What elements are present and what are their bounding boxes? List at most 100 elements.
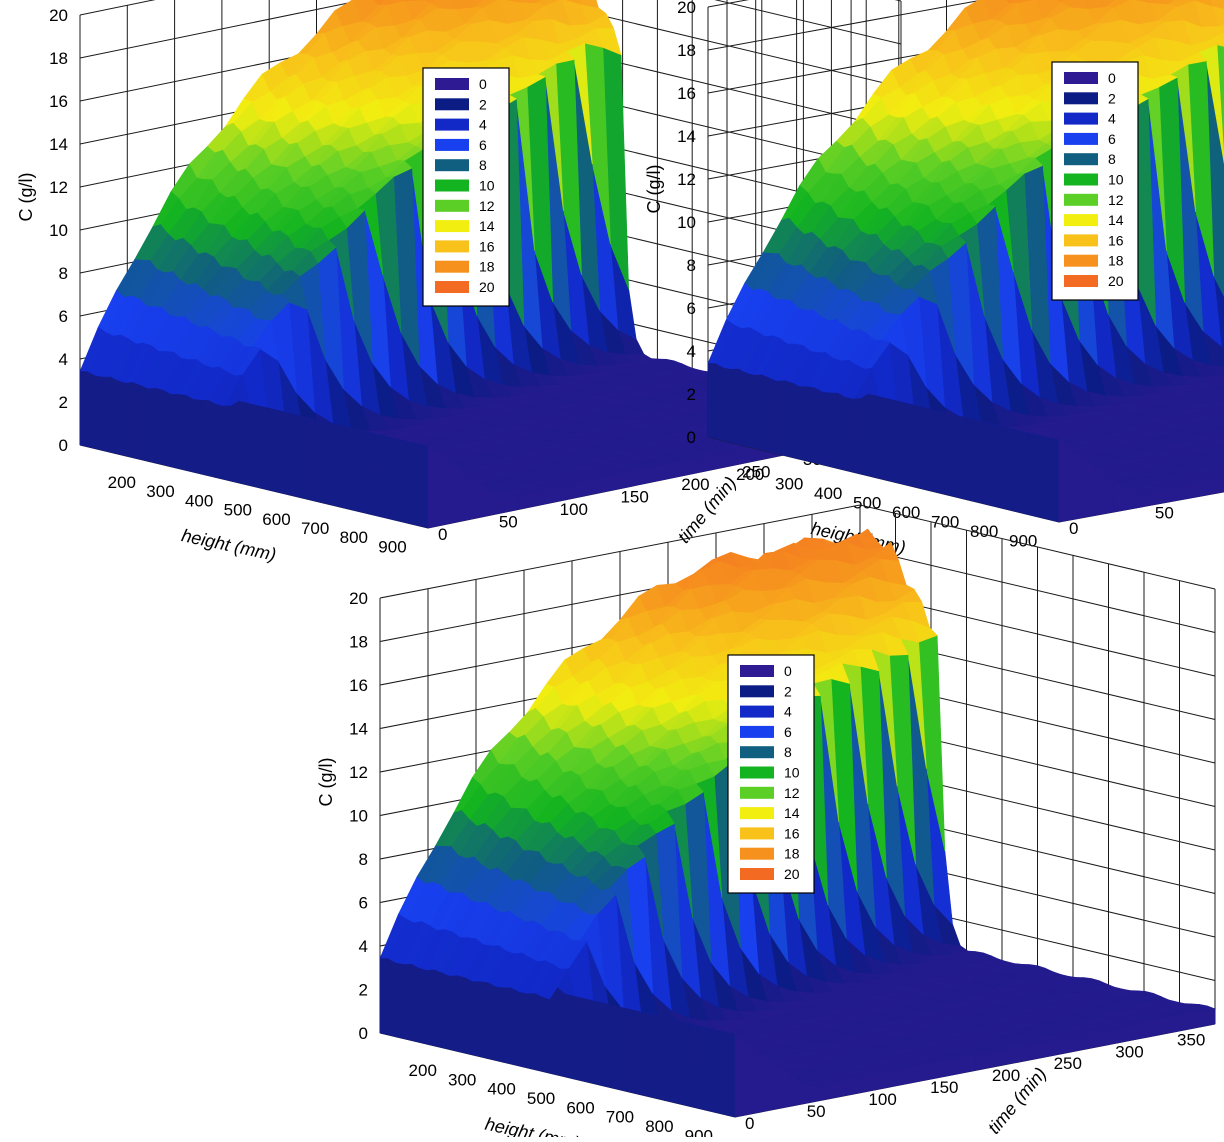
z-axis-label: C (g/l) (644, 165, 664, 214)
surface-skirt (696, 1025, 704, 1110)
legend-swatch (435, 139, 469, 151)
surface-skirt (683, 459, 701, 476)
legend-swatch (1064, 234, 1098, 246)
legend-label: 2 (1108, 90, 1116, 106)
surface-skirt (527, 993, 535, 1069)
y-tick-label: 250 (1054, 1054, 1082, 1073)
z-tick-label: 10 (349, 807, 368, 826)
surface-skirt (712, 1029, 720, 1113)
legend-label: 10 (784, 765, 800, 781)
surface-skirt (322, 421, 330, 505)
surface-skirt (876, 396, 884, 480)
z-tick-label: 6 (687, 299, 696, 318)
surface-skirt (163, 390, 171, 466)
surface-skirt (428, 446, 446, 528)
z-tick-label: 0 (687, 428, 696, 447)
surface-skirt (1160, 1015, 1179, 1035)
surface-skirt (830, 393, 838, 468)
y-tick-label: 50 (499, 513, 518, 532)
legend-label: 18 (784, 846, 800, 862)
legend-label: 20 (479, 279, 495, 295)
surface-skirt (488, 983, 496, 1061)
legend-swatch (740, 665, 774, 677)
x-tick-label: 300 (448, 1070, 476, 1089)
legend-swatch (740, 726, 774, 738)
surface-skirt (224, 406, 232, 481)
surface-skirt (398, 439, 406, 522)
surface-skirt (480, 982, 488, 1059)
surface-skirt (853, 399, 861, 474)
surface-skirt (405, 441, 413, 525)
legend-label: 0 (784, 663, 792, 679)
surface-skirt (708, 363, 716, 439)
z-tick-label: 0 (359, 1024, 368, 1043)
legend-swatch (740, 746, 774, 758)
x-tick-label: 900 (685, 1126, 713, 1137)
surface-skirt (473, 982, 481, 1057)
surface-skirt (434, 970, 442, 1048)
legend-swatch (740, 807, 774, 819)
surface-skirt (550, 988, 558, 1075)
z-tick-label: 20 (677, 0, 696, 17)
surface-skirt (209, 401, 217, 478)
legend-label: 14 (479, 218, 495, 234)
surface-skirt (957, 1055, 976, 1074)
legend-swatch (435, 281, 469, 293)
z-tick-label: 2 (59, 393, 68, 412)
legend-label: 12 (784, 785, 800, 801)
surface-skirt (646, 464, 664, 483)
legend-label: 2 (784, 683, 792, 699)
surface-skirt (395, 963, 403, 1038)
legend-label: 14 (784, 805, 800, 821)
legend-label: 20 (1108, 273, 1124, 289)
surface-skirt (380, 958, 388, 1034)
surface-skirt (186, 395, 194, 472)
z-tick-label: 16 (677, 84, 696, 103)
x-tick-label: 200 (736, 465, 764, 484)
z-tick-label: 20 (349, 589, 368, 608)
surface-skirt (658, 1016, 666, 1101)
surface-skirt (823, 392, 831, 466)
legend-swatch (435, 261, 469, 273)
surface-skirt (201, 400, 209, 475)
x-tick-label: 700 (301, 519, 329, 538)
surface-skirt (884, 398, 892, 482)
legend-swatch (1064, 214, 1098, 226)
z-tick-label: 4 (359, 937, 368, 956)
surface-skirt (784, 381, 792, 458)
z-tick-label: 6 (59, 307, 68, 326)
legend-label: 4 (479, 117, 487, 133)
z-tick-label: 2 (687, 385, 696, 404)
surface-skirt (269, 408, 277, 492)
surface-skirt (800, 387, 808, 461)
x-tick-label: 900 (378, 537, 406, 556)
surface-skirt (1021, 431, 1029, 514)
legend-swatch (740, 685, 774, 697)
legend-label: 12 (1108, 192, 1124, 208)
surface-skirt (496, 987, 504, 1062)
surface-skirt (666, 1018, 674, 1103)
z-axis-label: C (g/l) (316, 758, 336, 807)
y-tick-label: 150 (930, 1078, 958, 1097)
surface-skirt (534, 993, 542, 1071)
surface-skirt (307, 417, 315, 501)
surface-skirt (720, 1031, 728, 1116)
z-tick-label: 8 (687, 256, 696, 275)
surface-skirt (231, 401, 239, 483)
surface-skirt (628, 467, 646, 487)
surface-skirt (815, 388, 823, 465)
surface-skirt (103, 377, 111, 452)
surface-skirt (315, 419, 323, 503)
y-tick-label: 100 (868, 1090, 896, 1109)
surface-skirt (171, 394, 179, 468)
surface-skirt (388, 959, 396, 1037)
y-tick-label: 150 (620, 488, 648, 507)
surface-skirt (284, 412, 292, 496)
legend-swatch (435, 180, 469, 192)
surface-skirt (681, 1022, 689, 1106)
legend-swatch (1064, 275, 1098, 287)
z-tick-label: 12 (349, 763, 368, 782)
